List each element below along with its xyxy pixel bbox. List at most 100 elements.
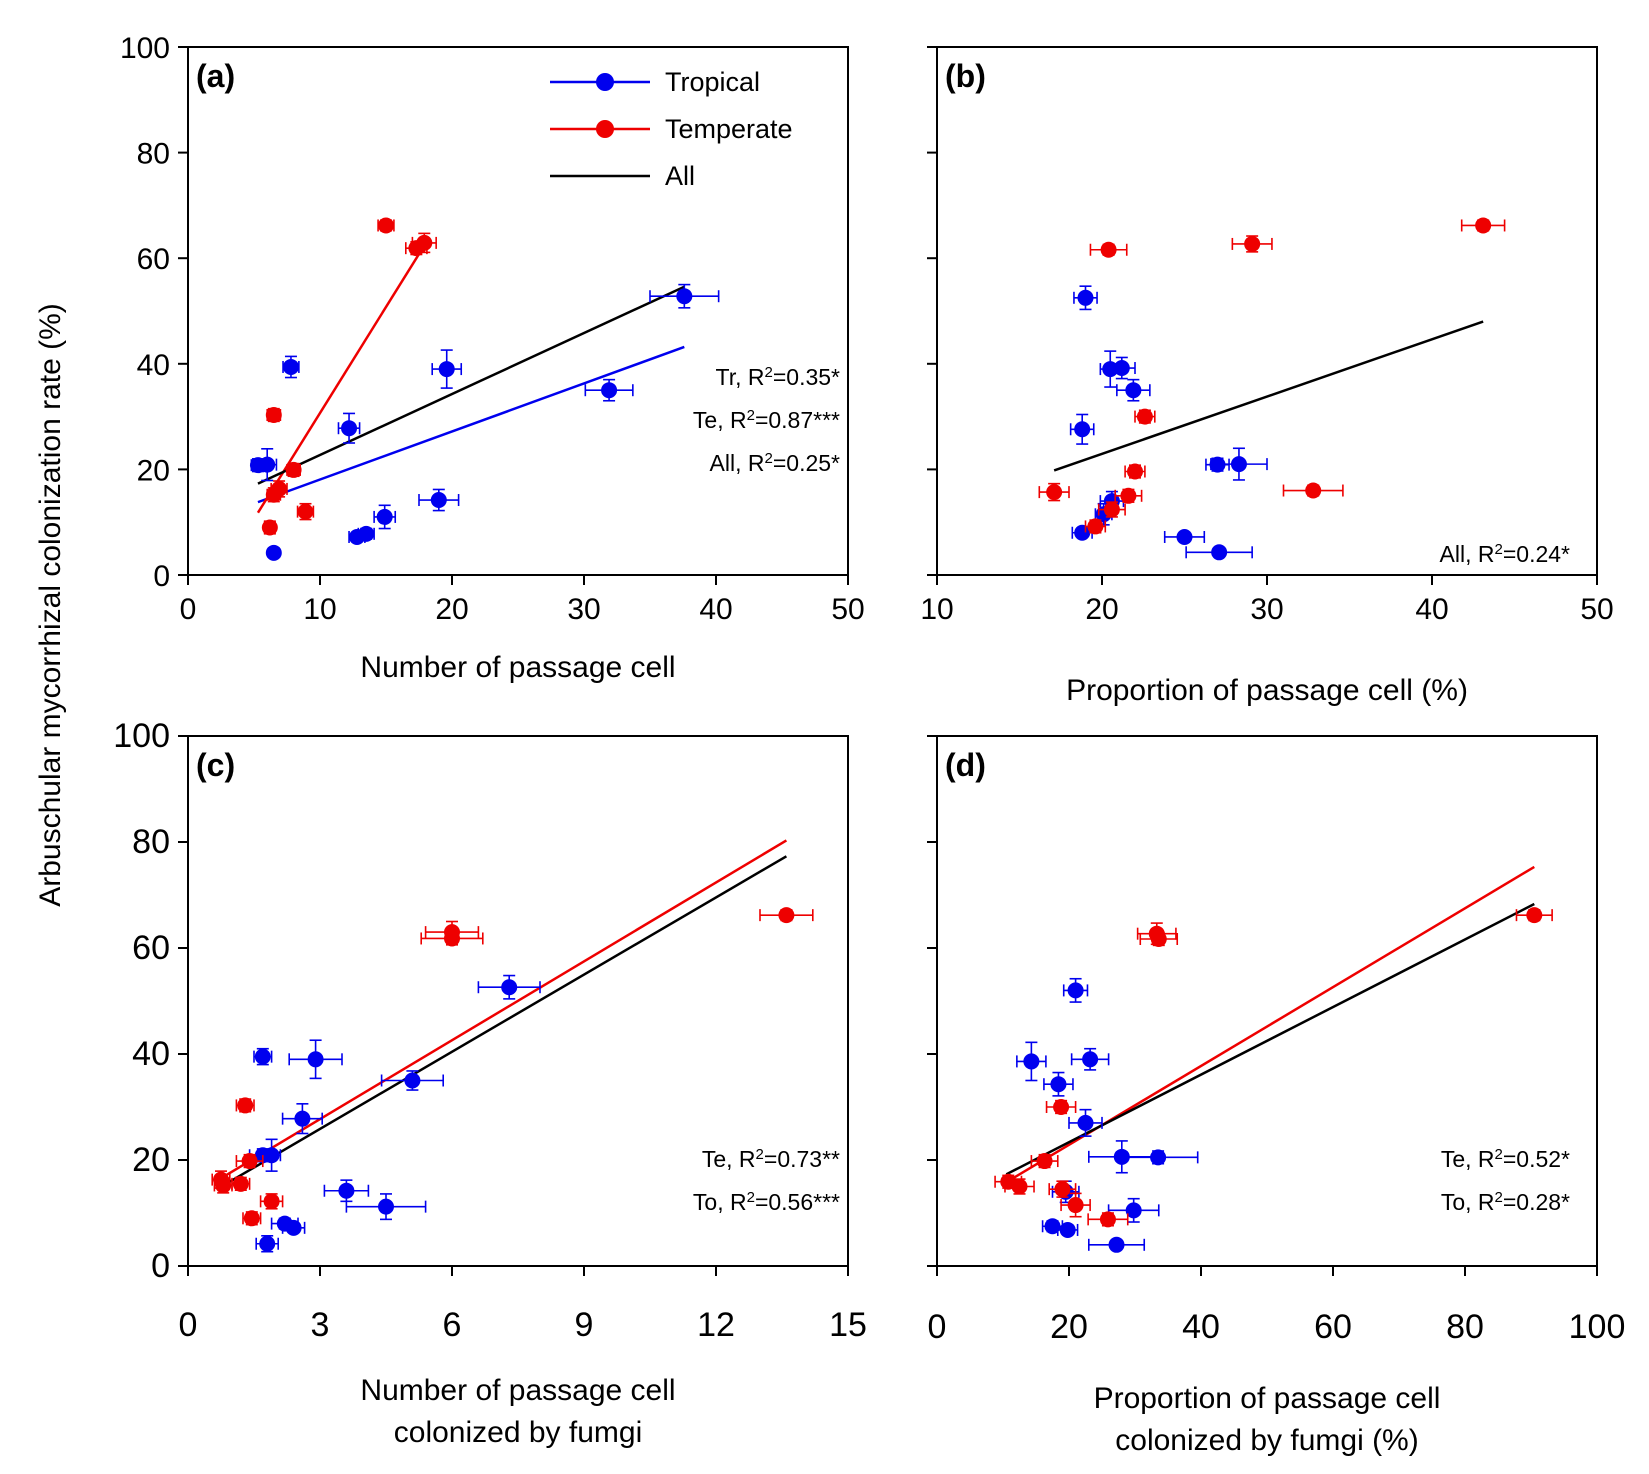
data-point-tropical: [1043, 1071, 1074, 1097]
panel-label: (b): [945, 58, 986, 94]
marker: [1077, 289, 1094, 306]
data-point-temperate: [1139, 930, 1179, 947]
marker: [1044, 1218, 1061, 1235]
data-point-temperate: [1045, 1099, 1077, 1115]
data-point-temperate: [759, 907, 814, 924]
data-point-tropical: [431, 349, 463, 389]
y-tick-label: 0: [151, 1247, 170, 1285]
panel-label: (a): [196, 58, 235, 94]
marker: [1176, 528, 1193, 545]
marker: [265, 544, 282, 561]
data-point-tropical: [255, 1234, 280, 1253]
legend-label-tropical: Tropical: [665, 67, 760, 97]
marker: [444, 930, 460, 947]
data-point-tropical: [1016, 1041, 1047, 1082]
x-tick-label: 50: [1580, 593, 1613, 626]
data-point-tropical: [1041, 1218, 1064, 1235]
x-tick-label: 100: [1569, 1308, 1626, 1346]
data-point-temperate: [235, 1153, 264, 1170]
marker: [282, 358, 299, 375]
legend-label-temperate: Temperate: [665, 114, 793, 144]
data-point-temperate: [231, 1175, 251, 1192]
panel-d: 0 20 40 60 80 100 Proportion of passage cell co…: [927, 735, 1626, 1457]
panel-label: (d): [945, 747, 986, 783]
legend-label-all: All: [665, 161, 695, 191]
marker: [237, 1097, 254, 1114]
marker: [1102, 361, 1119, 378]
data-point-tropical: [477, 974, 541, 1000]
data-point-tropical: [1210, 447, 1268, 481]
marker: [1475, 217, 1492, 234]
data-point-tropical: [1069, 413, 1095, 445]
marker: [1087, 518, 1104, 535]
x-tick-label: 60: [1314, 1308, 1352, 1346]
marker: [1125, 1202, 1142, 1219]
marker: [297, 503, 314, 520]
data-point-temperate: [1084, 518, 1107, 535]
data-point-temperate: [1124, 463, 1146, 480]
data-point-temperate: [1030, 1153, 1059, 1170]
data-point-temperate: [1114, 487, 1143, 504]
marker: [1053, 1099, 1070, 1115]
marker: [259, 1235, 276, 1252]
data-point-tropical: [257, 448, 278, 482]
data-point-temperate: [265, 407, 282, 424]
data-point-temperate: [296, 502, 315, 521]
data-point-temperate: [1282, 482, 1344, 499]
data-point-temperate: [1097, 501, 1126, 518]
x-axis-title: Proportion of passage cell: [1094, 1382, 1441, 1415]
x-tick-label: 0: [180, 593, 197, 626]
data-point-temperate: [1038, 482, 1070, 502]
marker: [1036, 1153, 1053, 1170]
y-tick-label: 80: [137, 138, 170, 171]
x-axis-title: Number of passage cell: [360, 651, 675, 684]
marker: [378, 1198, 394, 1215]
fit-line-all: [218, 855, 788, 1190]
data-point-tropical: [265, 544, 282, 561]
data-point-tropical: [1116, 378, 1151, 402]
data-point-temperate: [1515, 907, 1553, 924]
data-point-tropical: [281, 1103, 324, 1135]
marker: [254, 1048, 271, 1065]
x-tick-label: 20: [1050, 1308, 1088, 1346]
fit-line-tropical: [257, 345, 685, 504]
y-tick-label: 40: [132, 1035, 170, 1073]
x-axis-title: Number of passage cell: [360, 1374, 675, 1407]
r2-annotation: To, R2=0.28*: [1441, 1189, 1570, 1216]
data-point-tropical: [323, 1179, 370, 1203]
panel-c: 0 3 6 9 12 15 0 20 40 60 80 100 Number of passage ce…: [113, 717, 867, 1449]
data-point-tropical: [1185, 544, 1253, 561]
data-point-temperate: [285, 461, 302, 478]
data-point-tropical: [357, 525, 375, 542]
panel-label: (c): [196, 747, 235, 783]
x-tick-label: 15: [829, 1306, 867, 1344]
r2-annotation: All, R2=0.25*: [710, 450, 840, 477]
data-point-temperate: [1048, 1180, 1077, 1198]
data-point-temperate: [259, 1193, 284, 1210]
plot-frame: [187, 735, 849, 1267]
legend: Tropical Temperate All: [550, 67, 793, 191]
marker: [1150, 1149, 1167, 1166]
marker: [1230, 456, 1247, 473]
marker: [1103, 501, 1120, 518]
data-point-tropical: [418, 488, 460, 512]
r2-annotation: Te, R2=0.73**: [702, 1146, 840, 1173]
marker: [1211, 544, 1228, 561]
marker: [1136, 408, 1153, 425]
data-point-tropical: [261, 1138, 282, 1172]
data-point-tropical: [282, 355, 300, 379]
marker: [259, 456, 276, 473]
marker: [338, 1182, 355, 1199]
data-point-tropical: [1163, 528, 1206, 545]
x-tick-label: 9: [575, 1306, 594, 1344]
x-tick-label: 50: [831, 593, 864, 626]
plot-frame: [936, 46, 1598, 576]
marker: [438, 361, 455, 378]
data-point-tropical: [1107, 1197, 1160, 1223]
data-point-temperate: [265, 486, 282, 503]
marker: [341, 420, 358, 437]
x-tick-label: 30: [567, 593, 600, 626]
marker: [243, 1210, 260, 1227]
data-point-tropical: [1056, 1221, 1079, 1238]
y-tick-label: 0: [153, 560, 170, 593]
